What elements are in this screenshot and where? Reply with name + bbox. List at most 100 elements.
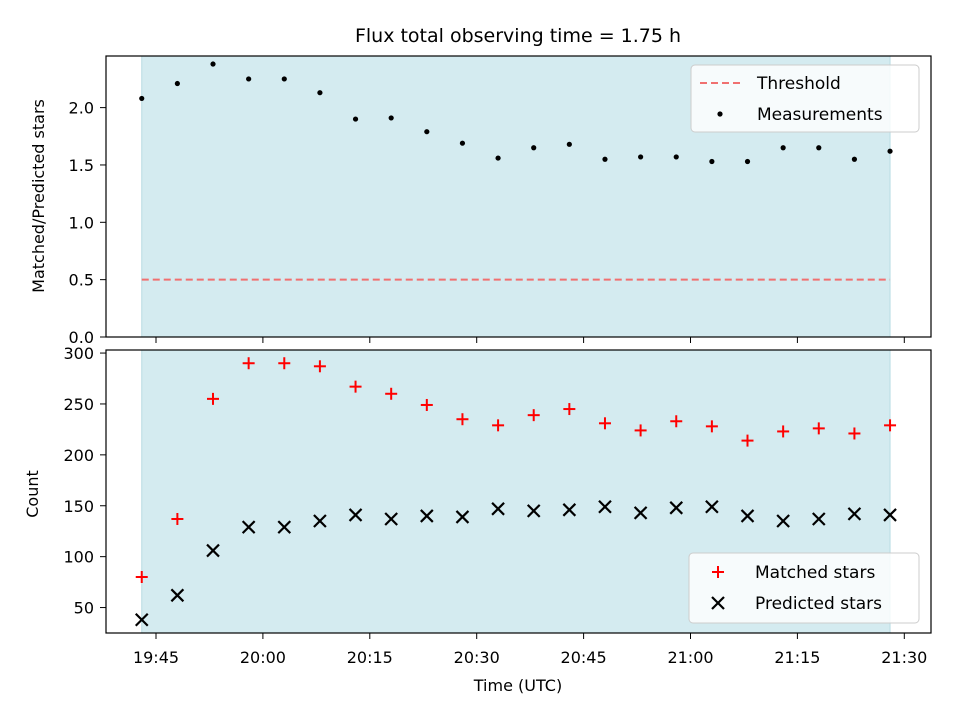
x-tick-label: 21:15: [774, 648, 820, 667]
matched-star-point: [670, 415, 683, 428]
matched-legend-label: Matched stars: [755, 563, 875, 583]
measurement-point: [352, 116, 359, 122]
bottom-y-tick-label: 300: [63, 344, 94, 363]
x-tick-label: 20:45: [561, 648, 607, 667]
measurement-point: [388, 115, 394, 121]
predicted-star-point: [134, 612, 149, 627]
predicted-star-point: [170, 588, 185, 603]
bottom-y-axis-label: Count: [23, 470, 42, 518]
predicted-star-point: [847, 507, 862, 521]
top-y-tick-label: 0.5: [69, 271, 94, 290]
predicted-star-point: [562, 503, 577, 517]
predicted-star-point: [277, 520, 292, 534]
predicted-star-point: [776, 514, 790, 528]
threshold-legend-label: Threshold: [756, 74, 841, 94]
matched-star-point: [313, 360, 326, 373]
matched-star-point: [135, 571, 148, 584]
predicted-star-point: [348, 508, 363, 522]
matched-star-point: [563, 403, 576, 416]
matched-star-point: [349, 380, 362, 393]
predicted-star-point: [633, 506, 648, 520]
bottom-legend: Matched stars Predicted stars: [688, 552, 920, 624]
matched-star-point: [741, 434, 754, 447]
matched-star-point: [171, 512, 184, 525]
bottom-panel: 50 100 150 200 250 300 19:45 20:00 20:15 20:30 20…: [23, 344, 932, 695]
predicted-star-point: [526, 504, 541, 518]
top-panel: Flux total observing time = 1.75 h 0.0 0.…: [29, 25, 932, 347]
top-axes-frame: [105, 55, 932, 338]
x-tick-label: 20:15: [347, 648, 393, 667]
matched-star-point: [207, 392, 220, 405]
measurement-point: [139, 95, 145, 102]
x-tick-label: 21:30: [881, 648, 927, 667]
measurement-point: [531, 145, 537, 151]
matched-star-point: [777, 425, 790, 438]
measurement-point: [851, 156, 858, 162]
measurement-point: [281, 76, 287, 82]
measurement-point: [673, 154, 679, 160]
measurement-point: [602, 156, 608, 162]
top-y-tick-label: 2.0: [69, 99, 94, 118]
predicted-star-point: [313, 514, 327, 528]
measurement-point: [174, 80, 180, 87]
matched-star-point: [242, 357, 255, 370]
top-y-tick-label: 1.5: [69, 156, 94, 175]
top-legend-box: [690, 64, 920, 133]
predicted-legend-label: Predicted stars: [755, 594, 882, 614]
matched-star-point: [884, 419, 897, 432]
predicted-star-point: [384, 512, 398, 526]
matched-star-point: [705, 420, 718, 433]
measurement-point: [566, 141, 572, 147]
matched-star-point: [527, 409, 540, 422]
matched-star-point: [420, 398, 433, 411]
measurement-point: [424, 129, 430, 135]
matched-star-point: [598, 417, 611, 430]
bottom-y-tick-label: 50: [74, 599, 94, 618]
predicted-star-point: [455, 510, 470, 524]
matched-star-point: [278, 357, 291, 370]
top-y-axis-label: Matched/Predicted stars: [29, 99, 48, 293]
measurement-point: [816, 145, 822, 151]
bottom-y-tick-label: 150: [63, 497, 94, 516]
predicted-star-point: [206, 543, 220, 558]
predicted-legend-swatch: [711, 596, 725, 610]
x-tick-label: 20:00: [240, 648, 286, 667]
predicted-star-point: [740, 509, 755, 523]
bottom-y-tick-label: 250: [63, 395, 94, 414]
matched-star-point: [848, 427, 861, 440]
x-tick-label: 20:30: [454, 648, 500, 667]
bottom-legend-box: [688, 552, 920, 624]
x-tick-label: 19:45: [133, 648, 179, 667]
predicted-star-point: [883, 508, 897, 522]
predicted-star-point: [420, 509, 434, 523]
predicted-star-point: [241, 520, 256, 534]
bottom-axes-frame: [105, 349, 932, 634]
measurement-point: [459, 140, 466, 146]
measurement-point: [638, 154, 644, 160]
top-y-tick-label: 1.0: [69, 213, 94, 232]
predicted-star-point: [812, 512, 826, 526]
chart-title: Flux total observing time = 1.75 h: [355, 25, 681, 47]
measurements-legend-swatch: [717, 111, 723, 117]
predicted-star-point: [669, 501, 684, 515]
measurement-point: [246, 76, 252, 82]
measurements-legend-label: Measurements: [757, 105, 883, 125]
measurement-point: [780, 145, 786, 151]
predicted-star-point: [491, 502, 505, 516]
matched-star-point: [385, 387, 398, 400]
bottom-y-tick-label: 200: [63, 446, 94, 465]
predicted-star-point: [598, 499, 612, 514]
matched-star-point: [634, 424, 647, 437]
bottom-y-tick-label: 100: [63, 548, 94, 567]
x-axis-label: Time (UTC): [473, 676, 562, 695]
top-y-tick-label: 0.0: [69, 328, 94, 347]
measurement-point: [709, 158, 715, 165]
measurement-point: [495, 155, 501, 161]
predicted-star-point: [705, 499, 719, 514]
matched-star-point: [492, 419, 505, 432]
matched-legend-swatch: [712, 566, 724, 578]
top-legend: Threshold Measurements: [690, 64, 920, 133]
measurement-point: [210, 61, 216, 67]
matched-star-point: [456, 413, 469, 426]
